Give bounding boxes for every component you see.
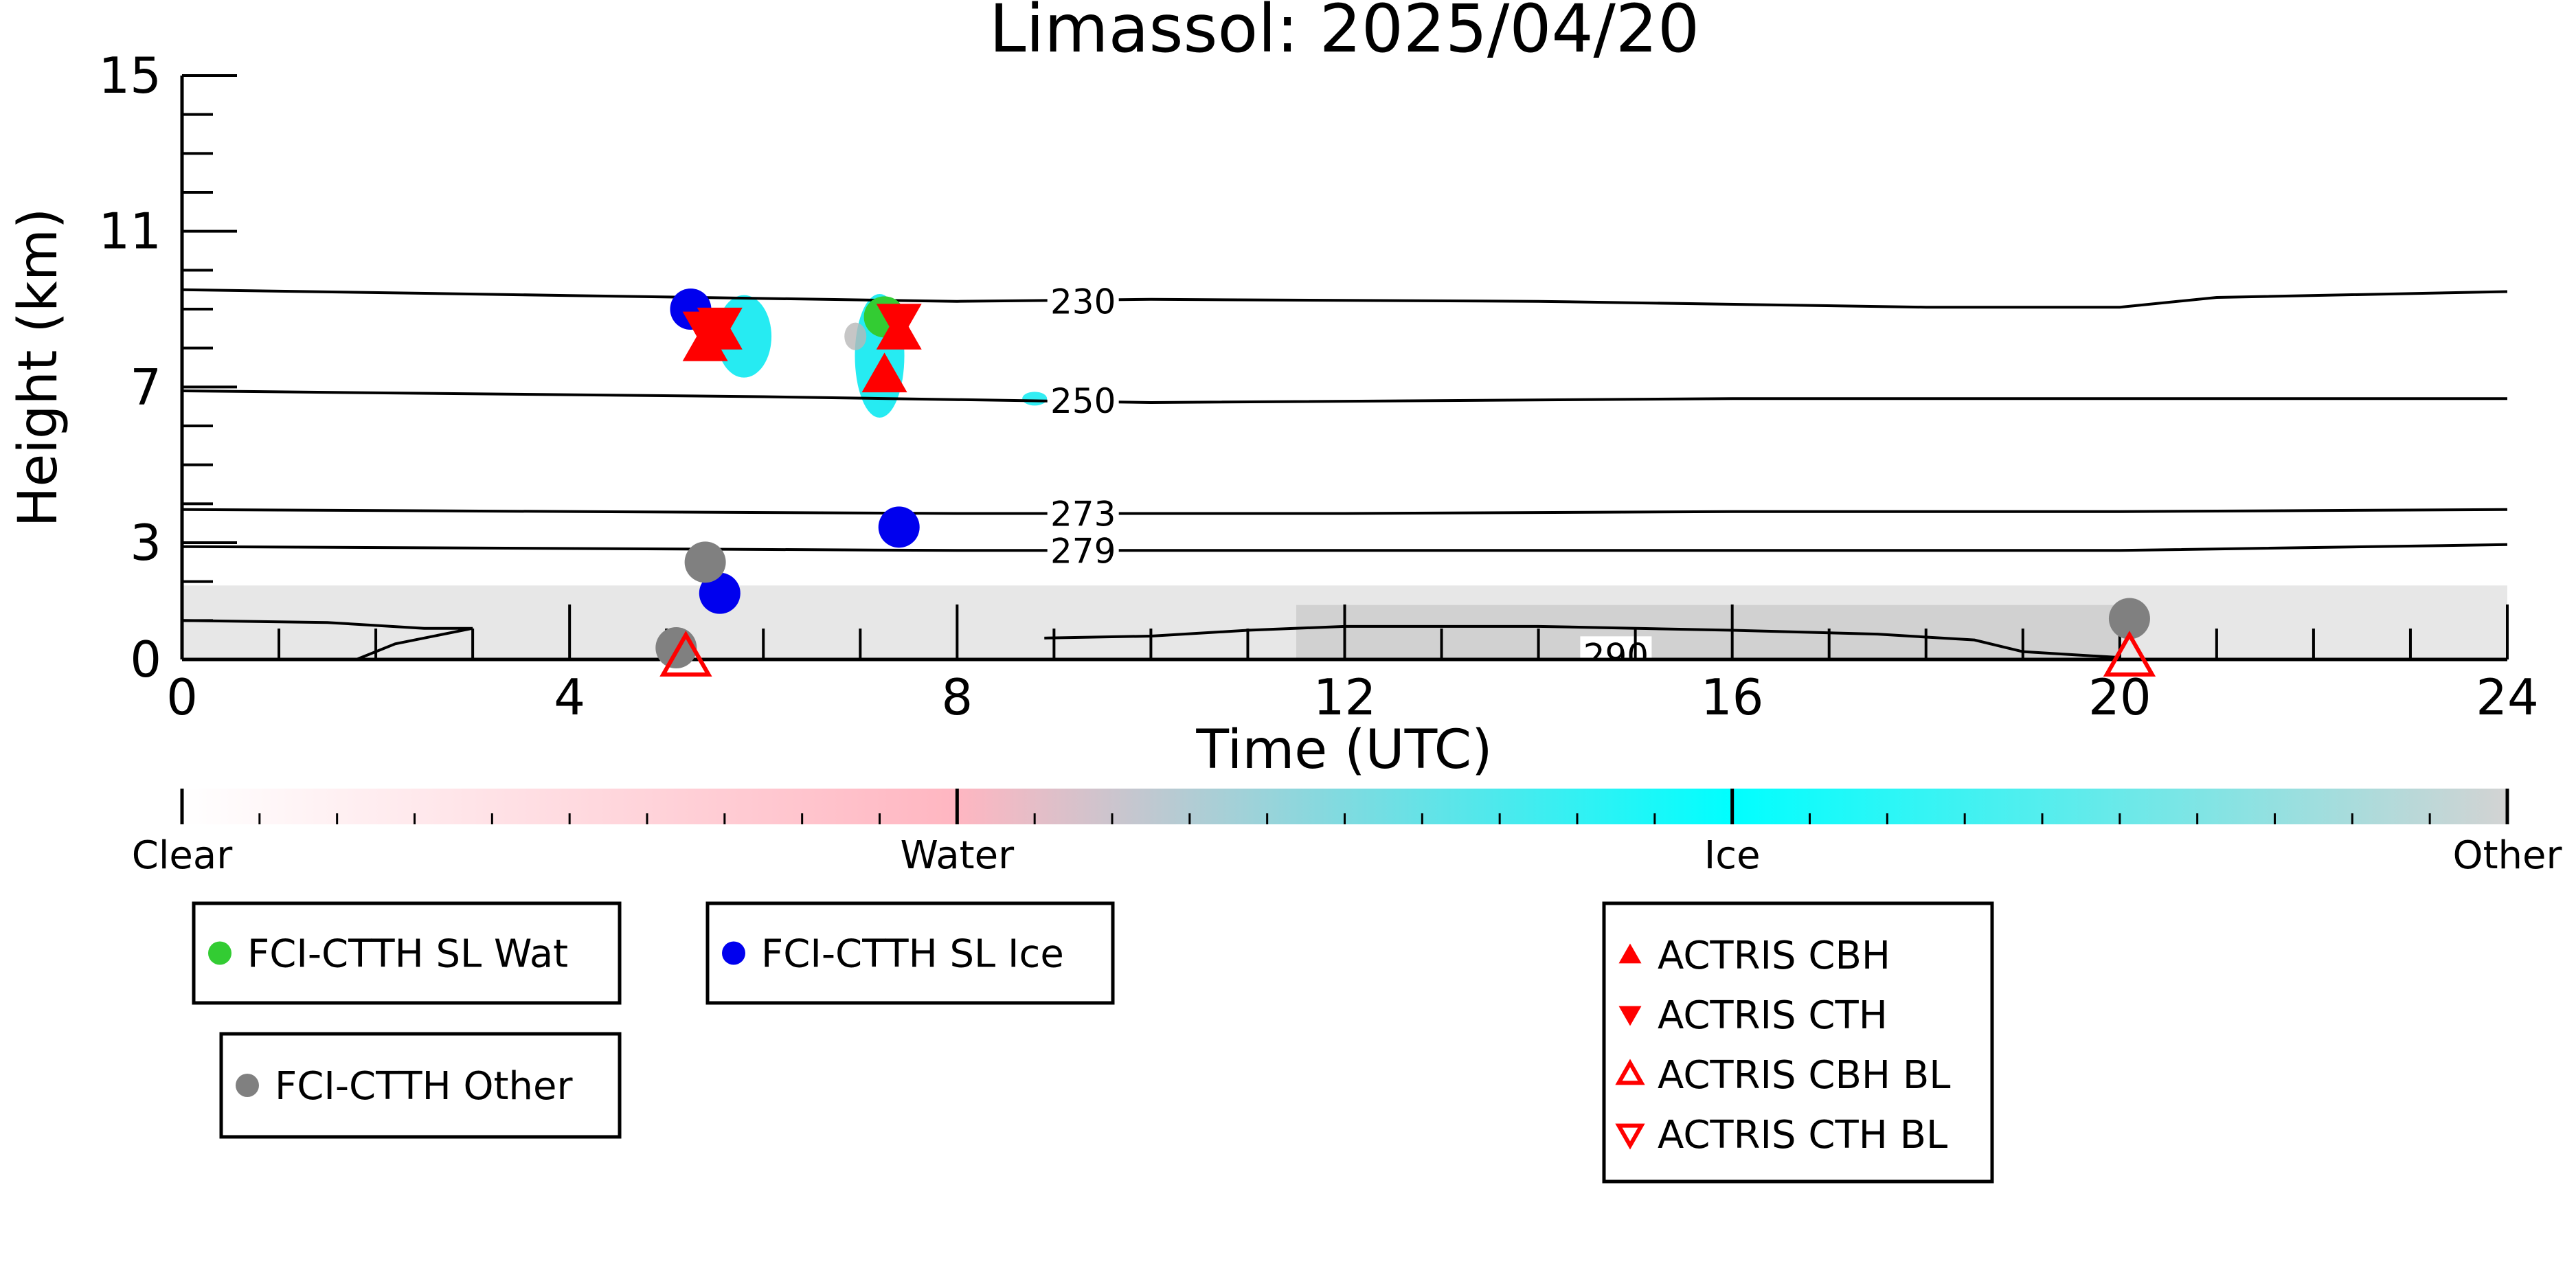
isotherm-label-bg xyxy=(1047,494,1119,530)
legend-box: FCI-CTTH SL Wat xyxy=(192,901,622,1005)
point-fci-ctth-other xyxy=(2108,598,2150,640)
legend-marker xyxy=(208,941,231,965)
x-tick-label: 0 xyxy=(166,668,198,726)
colorbar-label: Water xyxy=(901,833,1015,878)
isotherm-279 xyxy=(182,543,2507,552)
point-fci-ctth-other xyxy=(684,541,726,583)
legends: FCI-CTTH SL Wat FCI-CTTH SL Ice FCI-CTTH O… xyxy=(192,901,1994,1184)
isotherm-label: 250 xyxy=(1050,381,1116,421)
boundary-layer-shading-dense xyxy=(1296,605,2120,659)
isotherm-label: 279 xyxy=(1050,531,1116,571)
point-actris-cbh-bl xyxy=(659,631,712,677)
x-tick-label: 12 xyxy=(1313,668,1377,726)
x-axis-label: Time (UTC) xyxy=(1195,719,1492,781)
legend-marker xyxy=(1618,943,1642,964)
legend-label: FCI-CTTH SL Wat xyxy=(247,932,568,977)
legend-frame xyxy=(192,901,622,1005)
isotherm-label-bg xyxy=(1580,636,1652,659)
x-tick-label: 8 xyxy=(941,668,973,726)
colorbar-label: Other xyxy=(2452,833,2562,878)
y-tick-label: 3 xyxy=(130,514,161,572)
colorbar-label: Ice xyxy=(1704,833,1761,878)
y-axis-label: Height (km) xyxy=(8,208,69,528)
legend-marker xyxy=(1615,1059,1645,1085)
y-tick-label: 11 xyxy=(98,203,161,260)
legend-label: FCI-CTTH SL Ice xyxy=(761,932,1064,977)
x-tick-label: 4 xyxy=(554,668,585,726)
isotherm-label: 290 xyxy=(1583,636,1649,676)
legend-box: FCI-CTTH SL Ice xyxy=(705,901,1115,1005)
isotherm-label: 230 xyxy=(1050,282,1116,322)
isotherm-label: 273 xyxy=(1050,495,1116,534)
colorbar-ticks xyxy=(180,789,2509,824)
legend-label: FCI-CTTH Other xyxy=(275,1064,573,1109)
legend-marker xyxy=(236,1074,259,1097)
isotherm-273 xyxy=(182,508,2507,515)
chart-title: Limassol: 2025/04/20 xyxy=(989,0,1699,67)
x-tick-label: 20 xyxy=(2088,668,2151,726)
legend-frame xyxy=(705,901,1115,1005)
legend-frame xyxy=(1602,901,1994,1184)
y-tick-label: 0 xyxy=(130,631,161,688)
colorbar-labels: Clear Water Ice Other xyxy=(132,833,2563,878)
isotherm-290 xyxy=(182,619,473,659)
ice-cloud-patch xyxy=(1022,392,1048,406)
legend-label: ACTRIS CTH xyxy=(1658,993,1888,1038)
y-tick-label: 15 xyxy=(98,47,161,104)
legend-marker xyxy=(722,941,745,965)
colorbar-label: Clear xyxy=(132,833,233,878)
point-fci-ctth-sl-ice xyxy=(699,572,741,614)
legend-box: FCI-CTTH Other xyxy=(219,1032,622,1139)
point-actris-cth xyxy=(697,307,743,348)
point-fci-ctth-sl-ice xyxy=(878,506,920,548)
x-tick-label: 16 xyxy=(1701,668,1764,726)
legend-box: ACTRIS CBH ACTRIS CTH ACTRIS CBH BL ACTRIS … xyxy=(1602,901,1994,1184)
isotherm-250 xyxy=(182,389,2507,405)
legend-label: ACTRIS CBH BL xyxy=(1658,1053,1950,1098)
legend-label: ACTRIS CTH BL xyxy=(1658,1113,1947,1157)
point-actris-cbh-bl xyxy=(2103,631,2156,677)
axes: 0 3 7 11 15 0 4 8 12 16 20 24 xyxy=(98,47,2538,726)
isotherm-230 xyxy=(182,288,2507,309)
legend-marker xyxy=(1615,1123,1645,1150)
legend-label: ACTRIS CBH xyxy=(1658,934,1890,978)
isotherm-label-bg xyxy=(1047,381,1119,418)
isotherm-surface-contour xyxy=(1044,624,2120,659)
other-cloud-patch xyxy=(844,322,867,350)
isotherm-label-bg xyxy=(1047,282,1119,318)
y-tick-label: 7 xyxy=(130,358,161,416)
x-tick-label: 24 xyxy=(2476,668,2539,726)
point-actris-cbh xyxy=(861,352,907,393)
legend-frame xyxy=(219,1032,622,1139)
legend-marker xyxy=(1618,1006,1642,1026)
markers xyxy=(655,289,2156,677)
isotherm-label-bg xyxy=(1047,531,1119,567)
point-actris-cth xyxy=(876,304,922,343)
